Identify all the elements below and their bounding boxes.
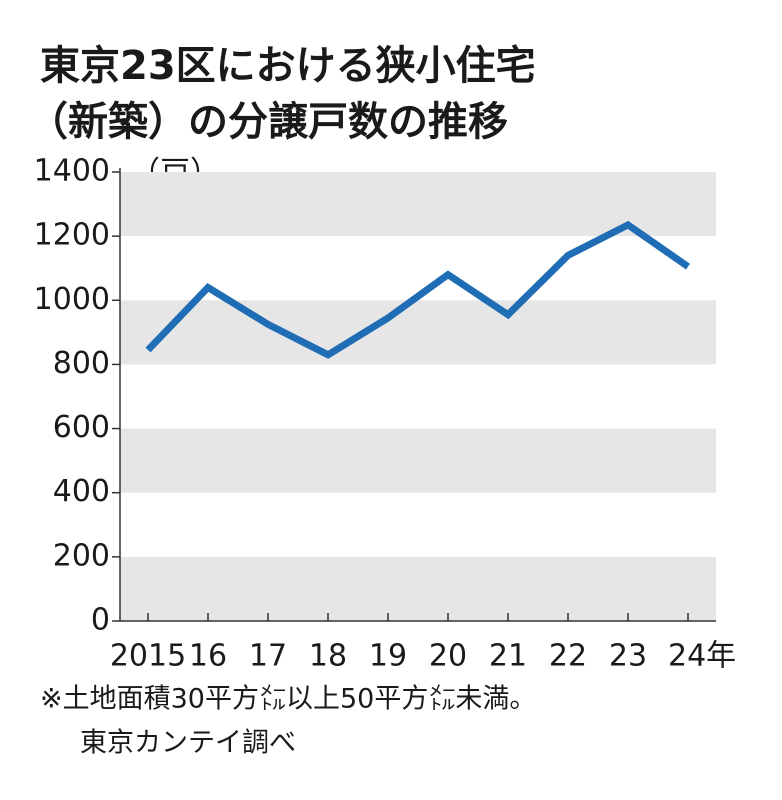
chart-title: （新築）の分譲戸数の推移 xyxy=(28,99,508,145)
y-tick-label: 1200 xyxy=(34,218,110,253)
y-tick-label: 400 xyxy=(53,474,110,509)
grid-band xyxy=(120,172,716,237)
x-tick-label: 23 xyxy=(609,639,647,674)
x-tick-label: 24年 xyxy=(668,639,736,674)
y-tick-label: 800 xyxy=(53,346,110,381)
x-tick-label: 21 xyxy=(489,639,527,674)
y-tick-label: 600 xyxy=(53,410,110,445)
grid-band xyxy=(120,556,716,621)
grid-band xyxy=(120,300,716,365)
x-tick-label: 2015 xyxy=(110,639,186,674)
x-tick-label: 20 xyxy=(429,639,467,674)
y-tick-label: 1400 xyxy=(34,154,110,189)
x-tick-label: 16 xyxy=(189,639,227,674)
grid-band xyxy=(120,428,716,493)
x-tick-label: 22 xyxy=(549,639,587,674)
note: 東京カンテイ調べ xyxy=(80,728,296,759)
x-tick-label: 19 xyxy=(369,639,407,674)
y-tick-label: 1000 xyxy=(34,282,110,317)
note: ※土地面積30平方㍍以上50平方㍍未満。 xyxy=(40,684,536,715)
y-tick-label: 0 xyxy=(91,603,110,638)
chart-title: 東京23区における狭小住宅 xyxy=(40,43,536,89)
x-tick-label: 17 xyxy=(249,639,287,674)
y-tick-label: 200 xyxy=(53,538,110,573)
data-line xyxy=(145,220,690,359)
x-tick-label: 18 xyxy=(309,639,347,674)
